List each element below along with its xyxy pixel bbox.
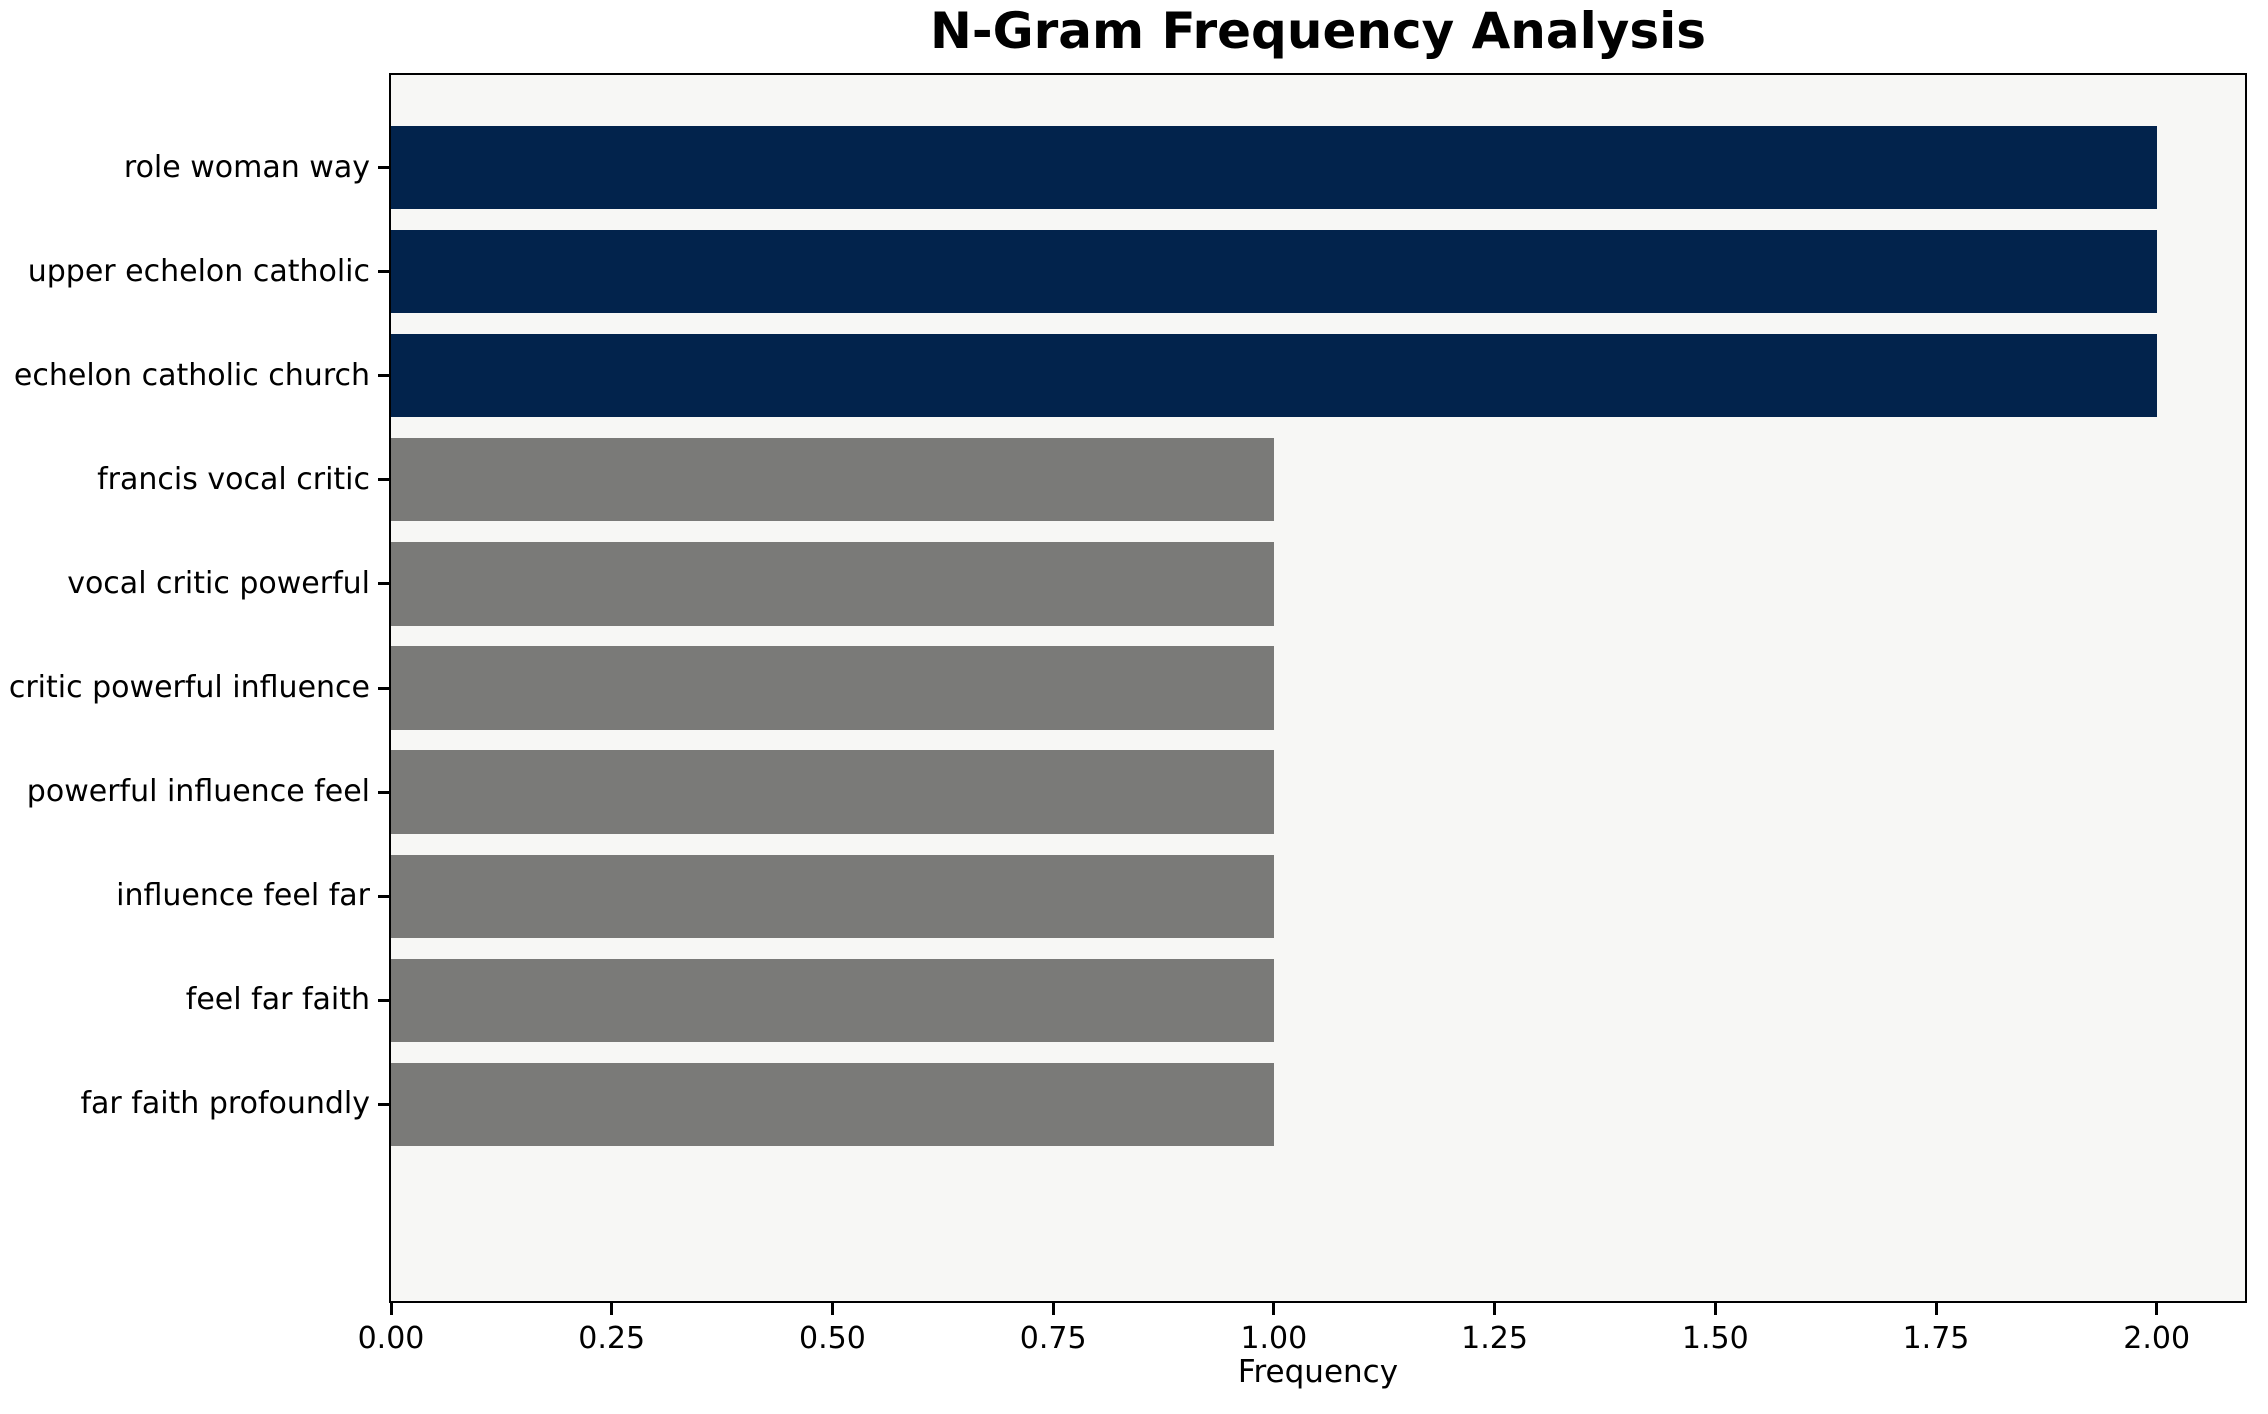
x-tick-label-1.50: 1.50: [1681, 1321, 1749, 1356]
y-tick-mark: [378, 166, 389, 170]
x-tick-label-2.00: 2.00: [2123, 1321, 2191, 1356]
y-tick-mark: [378, 998, 389, 1002]
x-tick-mark: [830, 1303, 834, 1315]
x-tick-mark: [610, 1303, 614, 1315]
bar-far-faith-profoundly: [391, 1062, 1274, 1146]
x-tick-mark: [1493, 1303, 1497, 1315]
y-tick-label-francis-vocal-critic: francis vocal critic: [97, 461, 370, 497]
y-tick-mark: [378, 1102, 389, 1106]
x-tick-label-1.00: 1.00: [1240, 1321, 1308, 1356]
x-tick-mark: [389, 1303, 393, 1315]
x-tick-label-0.75: 0.75: [1019, 1321, 1087, 1356]
y-tick-label-echelon-catholic-church: echelon catholic church: [13, 357, 370, 393]
y-tick-label-influence-feel-far: influence feel far: [116, 878, 370, 914]
bar-powerful-influence-feel: [391, 750, 1274, 834]
bar-echelon-catholic-church: [391, 334, 2157, 418]
y-tick-label-far-faith-profoundly: far faith profoundly: [80, 1086, 370, 1122]
bar-feel-far-faith: [391, 958, 1274, 1042]
y-tick-mark: [378, 686, 389, 690]
plot-area: [389, 73, 2247, 1303]
bar-vocal-critic-powerful: [391, 542, 1274, 626]
y-tick-label-role-woman-way: role woman way: [123, 149, 370, 185]
x-tick-mark: [1934, 1303, 1938, 1315]
y-tick-label-vocal-critic-powerful: vocal critic powerful: [67, 565, 370, 601]
bar-upper-echelon-catholic: [391, 230, 2157, 314]
y-tick-label-feel-far-faith: feel far faith: [185, 982, 370, 1018]
bar-role-woman-way: [391, 125, 2157, 210]
bar-influence-feel-far: [391, 854, 1274, 938]
x-tick-label-0.25: 0.25: [578, 1321, 646, 1356]
x-tick-mark: [1272, 1303, 1276, 1315]
x-tick-label-0.50: 0.50: [799, 1321, 866, 1356]
x-tick-mark: [1051, 1303, 1055, 1315]
y-tick-mark: [378, 582, 389, 586]
y-tick-mark: [378, 270, 389, 274]
bar-critic-powerful-influence: [391, 646, 1274, 730]
y-tick-label-powerful-influence-feel: powerful influence feel: [26, 774, 370, 810]
x-tick-mark: [1713, 1303, 1717, 1315]
y-tick-mark: [378, 790, 389, 794]
y-tick-mark: [378, 894, 389, 898]
y-tick-mark: [378, 374, 389, 378]
x-tick-label-1.25: 1.25: [1461, 1321, 1528, 1356]
x-tick-label-1.75: 1.75: [1902, 1321, 1970, 1356]
y-tick-mark: [378, 478, 389, 482]
bar-francis-vocal-critic: [391, 438, 1274, 522]
x-axis-label: Frequency: [1237, 1354, 1399, 1390]
chart-title: N-Gram Frequency Analysis: [929, 2, 1707, 60]
y-tick-label-upper-echelon-catholic: upper echelon catholic: [27, 253, 370, 289]
x-tick-label-0.00: 0.00: [357, 1321, 425, 1356]
y-tick-label-critic-powerful-influence: critic powerful influence: [8, 670, 370, 705]
x-tick-mark: [2155, 1303, 2159, 1315]
